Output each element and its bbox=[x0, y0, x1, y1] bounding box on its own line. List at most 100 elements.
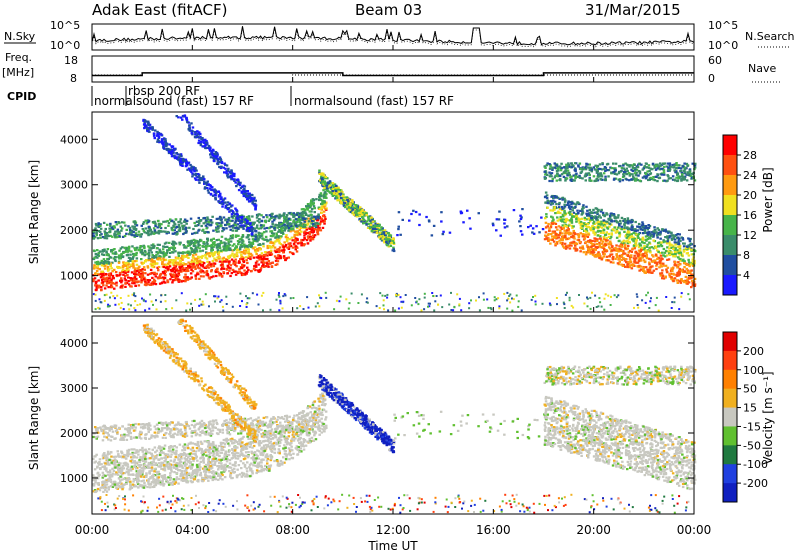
range-gate-cell bbox=[235, 210, 239, 213]
range-gate-cell bbox=[243, 220, 246, 224]
range-gate-cell bbox=[548, 200, 551, 203]
range-gate-cell bbox=[672, 236, 675, 239]
range-gate-cell bbox=[171, 149, 174, 152]
range-gate-cell bbox=[128, 228, 132, 231]
range-gate-cell bbox=[677, 256, 680, 259]
range-gate-cell bbox=[179, 218, 182, 221]
range-gate-cell bbox=[277, 236, 280, 239]
range-gate-cell bbox=[384, 236, 387, 239]
range-gate-cell bbox=[159, 230, 163, 233]
range-gate-cell bbox=[219, 241, 223, 244]
range-gate-cell bbox=[97, 279, 100, 282]
range-gate-cell bbox=[582, 247, 585, 250]
range-gate-cell bbox=[579, 220, 583, 224]
range-gate-cell bbox=[188, 226, 191, 229]
range-gate-cell bbox=[440, 211, 443, 214]
range-gate-cell bbox=[211, 221, 214, 224]
range-gate-cell bbox=[577, 236, 581, 239]
range-gate-cell bbox=[258, 243, 262, 246]
range-gate-cell bbox=[229, 228, 232, 231]
range-gate-cell bbox=[230, 176, 233, 179]
range-gate-cell bbox=[130, 233, 133, 236]
range-gate-cell bbox=[107, 286, 110, 289]
range-gate-cell bbox=[249, 222, 252, 225]
range-gate-cell bbox=[206, 260, 209, 263]
range-gate-cell bbox=[303, 234, 306, 237]
range-gate-cell bbox=[610, 249, 614, 252]
range-gate-cell bbox=[657, 250, 660, 253]
range-gate-cell bbox=[342, 199, 345, 202]
range-gate-cell bbox=[689, 242, 693, 245]
range-gate-cell bbox=[648, 246, 651, 249]
range-gate-cell bbox=[646, 249, 650, 252]
range-gate-cell bbox=[203, 216, 207, 220]
range-gate-cell bbox=[316, 218, 320, 221]
range-gate-cell bbox=[218, 160, 221, 164]
range-gate-cell bbox=[642, 268, 645, 271]
range-gate-cell bbox=[568, 204, 571, 207]
range-gate-cell bbox=[178, 270, 181, 273]
range-gate-cell bbox=[251, 215, 254, 218]
range-gate-cell bbox=[116, 266, 120, 269]
range-gate-cell bbox=[293, 235, 296, 238]
range-gate-cell bbox=[217, 190, 220, 193]
range-gate-cell bbox=[132, 264, 135, 267]
range-gate-cell bbox=[239, 243, 243, 246]
range-gate-cell bbox=[242, 194, 246, 198]
range-gate-cell bbox=[649, 237, 652, 240]
range-gate-cell bbox=[135, 277, 138, 280]
range-gate-cell bbox=[180, 154, 183, 158]
range-gate-cell bbox=[176, 261, 180, 264]
range-gate-cell bbox=[254, 204, 258, 207]
range-gate-cell bbox=[559, 217, 562, 220]
range-gate-cell bbox=[179, 263, 182, 266]
range-gate-cell bbox=[152, 278, 156, 281]
range-gate-cell bbox=[212, 265, 216, 268]
range-gate-cell bbox=[172, 224, 175, 227]
range-gate-cell bbox=[638, 264, 641, 267]
range-gate-cell bbox=[225, 246, 228, 249]
range-gate-cell bbox=[630, 228, 634, 231]
range-gate-cell bbox=[275, 239, 278, 242]
range-gate-cell bbox=[165, 232, 168, 235]
range-gate-cell bbox=[232, 248, 236, 252]
range-gate-cell bbox=[662, 264, 665, 267]
range-gate-cell bbox=[258, 258, 261, 261]
range-gate-cell bbox=[256, 240, 259, 243]
range-gate-cell bbox=[392, 248, 395, 251]
range-gate-cell bbox=[183, 115, 187, 118]
range-gate-cell bbox=[549, 209, 552, 212]
range-gate-cell bbox=[109, 256, 113, 259]
range-gate-cell bbox=[213, 152, 216, 155]
range-gate-cell bbox=[652, 269, 656, 272]
range-gate-cell bbox=[198, 222, 201, 225]
range-gate-cell bbox=[603, 220, 607, 224]
range-gate-cell bbox=[596, 238, 599, 241]
range-gate-cell bbox=[308, 227, 311, 230]
range-gate-cell bbox=[553, 206, 556, 209]
range-gate-cell bbox=[168, 143, 171, 146]
range-gate-cell bbox=[178, 226, 182, 230]
range-gate-cell bbox=[531, 231, 534, 234]
range-gate-cell bbox=[230, 258, 234, 261]
range-gate-cell bbox=[151, 127, 154, 130]
range-gate-cell bbox=[258, 236, 261, 239]
range-gate-cell bbox=[687, 237, 690, 240]
range-gate-cell bbox=[248, 200, 251, 203]
range-gate-cell bbox=[223, 244, 227, 247]
range-gate-cell bbox=[229, 170, 232, 174]
range-gate-cell bbox=[140, 224, 143, 227]
range-gate-cell bbox=[228, 225, 231, 228]
range-gate-cell bbox=[259, 224, 263, 227]
range-gate-cell bbox=[218, 257, 221, 260]
range-gate-cell bbox=[362, 222, 365, 225]
range-gate-cell bbox=[560, 227, 564, 230]
range-gate-cell bbox=[221, 258, 225, 261]
range-gate-cell bbox=[137, 271, 141, 274]
range-gate-cell bbox=[307, 237, 310, 240]
range-gate-cell bbox=[285, 219, 288, 222]
range-gate-cell bbox=[648, 261, 651, 264]
range-gate-cell bbox=[161, 260, 164, 263]
range-gate-cell bbox=[268, 244, 271, 248]
range-gate-cell bbox=[152, 227, 156, 230]
